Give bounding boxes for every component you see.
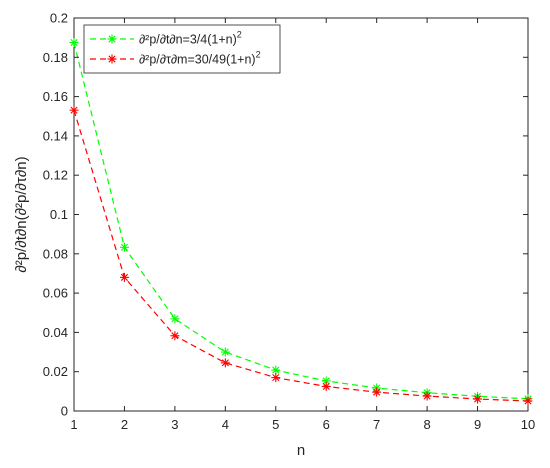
- series-2-point: [422, 391, 432, 401]
- x-tick-label: 2: [121, 417, 128, 432]
- y-tick-label: 0.08: [43, 246, 68, 261]
- x-tick-label: 5: [272, 417, 279, 432]
- x-tick-label: 1: [70, 417, 77, 432]
- y-tick-label: 0.1: [50, 207, 68, 222]
- legend-marker: [107, 54, 117, 64]
- series-2-point: [271, 373, 281, 383]
- y-axis-label: ∂²p/∂t∂n(∂²p/∂τ∂n): [13, 156, 30, 272]
- legend-label: ∂²p/∂τ∂m=30/49(1+n)2: [139, 50, 261, 67]
- legend-box: [83, 24, 281, 74]
- series-1-point: [220, 347, 230, 357]
- y-tick-label: 0.12: [43, 168, 68, 183]
- y-tick-label: 0.2: [50, 11, 68, 26]
- series-2-point: [321, 381, 331, 391]
- x-tick-label: 4: [222, 417, 229, 432]
- y-tick-label: 0.16: [43, 89, 68, 104]
- x-tick-label: 3: [171, 417, 178, 432]
- y-tick-label: 0.14: [43, 128, 68, 143]
- y-tick-label: 0.18: [43, 50, 68, 65]
- legend-entry-2: ∂²p/∂τ∂m=30/49(1+n)2: [90, 50, 261, 67]
- series-1-point: [119, 242, 129, 252]
- x-tick-label: 6: [323, 417, 330, 432]
- y-tick-label: 0: [61, 404, 68, 419]
- x-tick-label: 10: [521, 417, 535, 432]
- plot-area: [73, 17, 529, 412]
- legend-marker: [107, 34, 117, 44]
- y-tick-label: 0.06: [43, 286, 68, 301]
- x-tick-label: 9: [474, 417, 481, 432]
- x-axis-label: n: [297, 442, 305, 459]
- series-2-point: [170, 331, 180, 341]
- series-layer: [69, 38, 533, 406]
- series-2-point: [523, 396, 533, 406]
- series-1-point: [170, 314, 180, 324]
- y-tick-label: 0.04: [43, 325, 68, 340]
- y-tick-label: 0.02: [43, 364, 68, 379]
- legend-entry-1: ∂²p/∂t∂n=3/4(1+n)2: [90, 30, 242, 47]
- series-2-point: [473, 394, 483, 404]
- series-2-line: [73, 109, 529, 402]
- legend-label: ∂²p/∂t∂n=3/4(1+n)2: [139, 30, 242, 47]
- x-tick-label: 7: [373, 417, 380, 432]
- plot-frame: [73, 17, 529, 412]
- series-1-point: [69, 38, 79, 48]
- series-1-line: [73, 42, 529, 400]
- series-2-point: [69, 105, 79, 115]
- series-2-point: [372, 387, 382, 397]
- axes-layer: 0 0.02 0.04 0.06 0.08 0.1 0.12 0.14 0.16 0.18 0.2 1…: [43, 11, 536, 433]
- series-1-point: [321, 376, 331, 386]
- x-tick-label: 8: [423, 417, 430, 432]
- legend: ∂²p/∂t∂n=3/4(1+n)2 ∂²p/∂τ∂m=30/49(1+n)2: [83, 24, 281, 74]
- series-2: [69, 105, 533, 406]
- series-1: [69, 38, 533, 404]
- series-2-point: [220, 358, 230, 368]
- series-1-point: [271, 365, 281, 375]
- series-2-point: [119, 272, 129, 282]
